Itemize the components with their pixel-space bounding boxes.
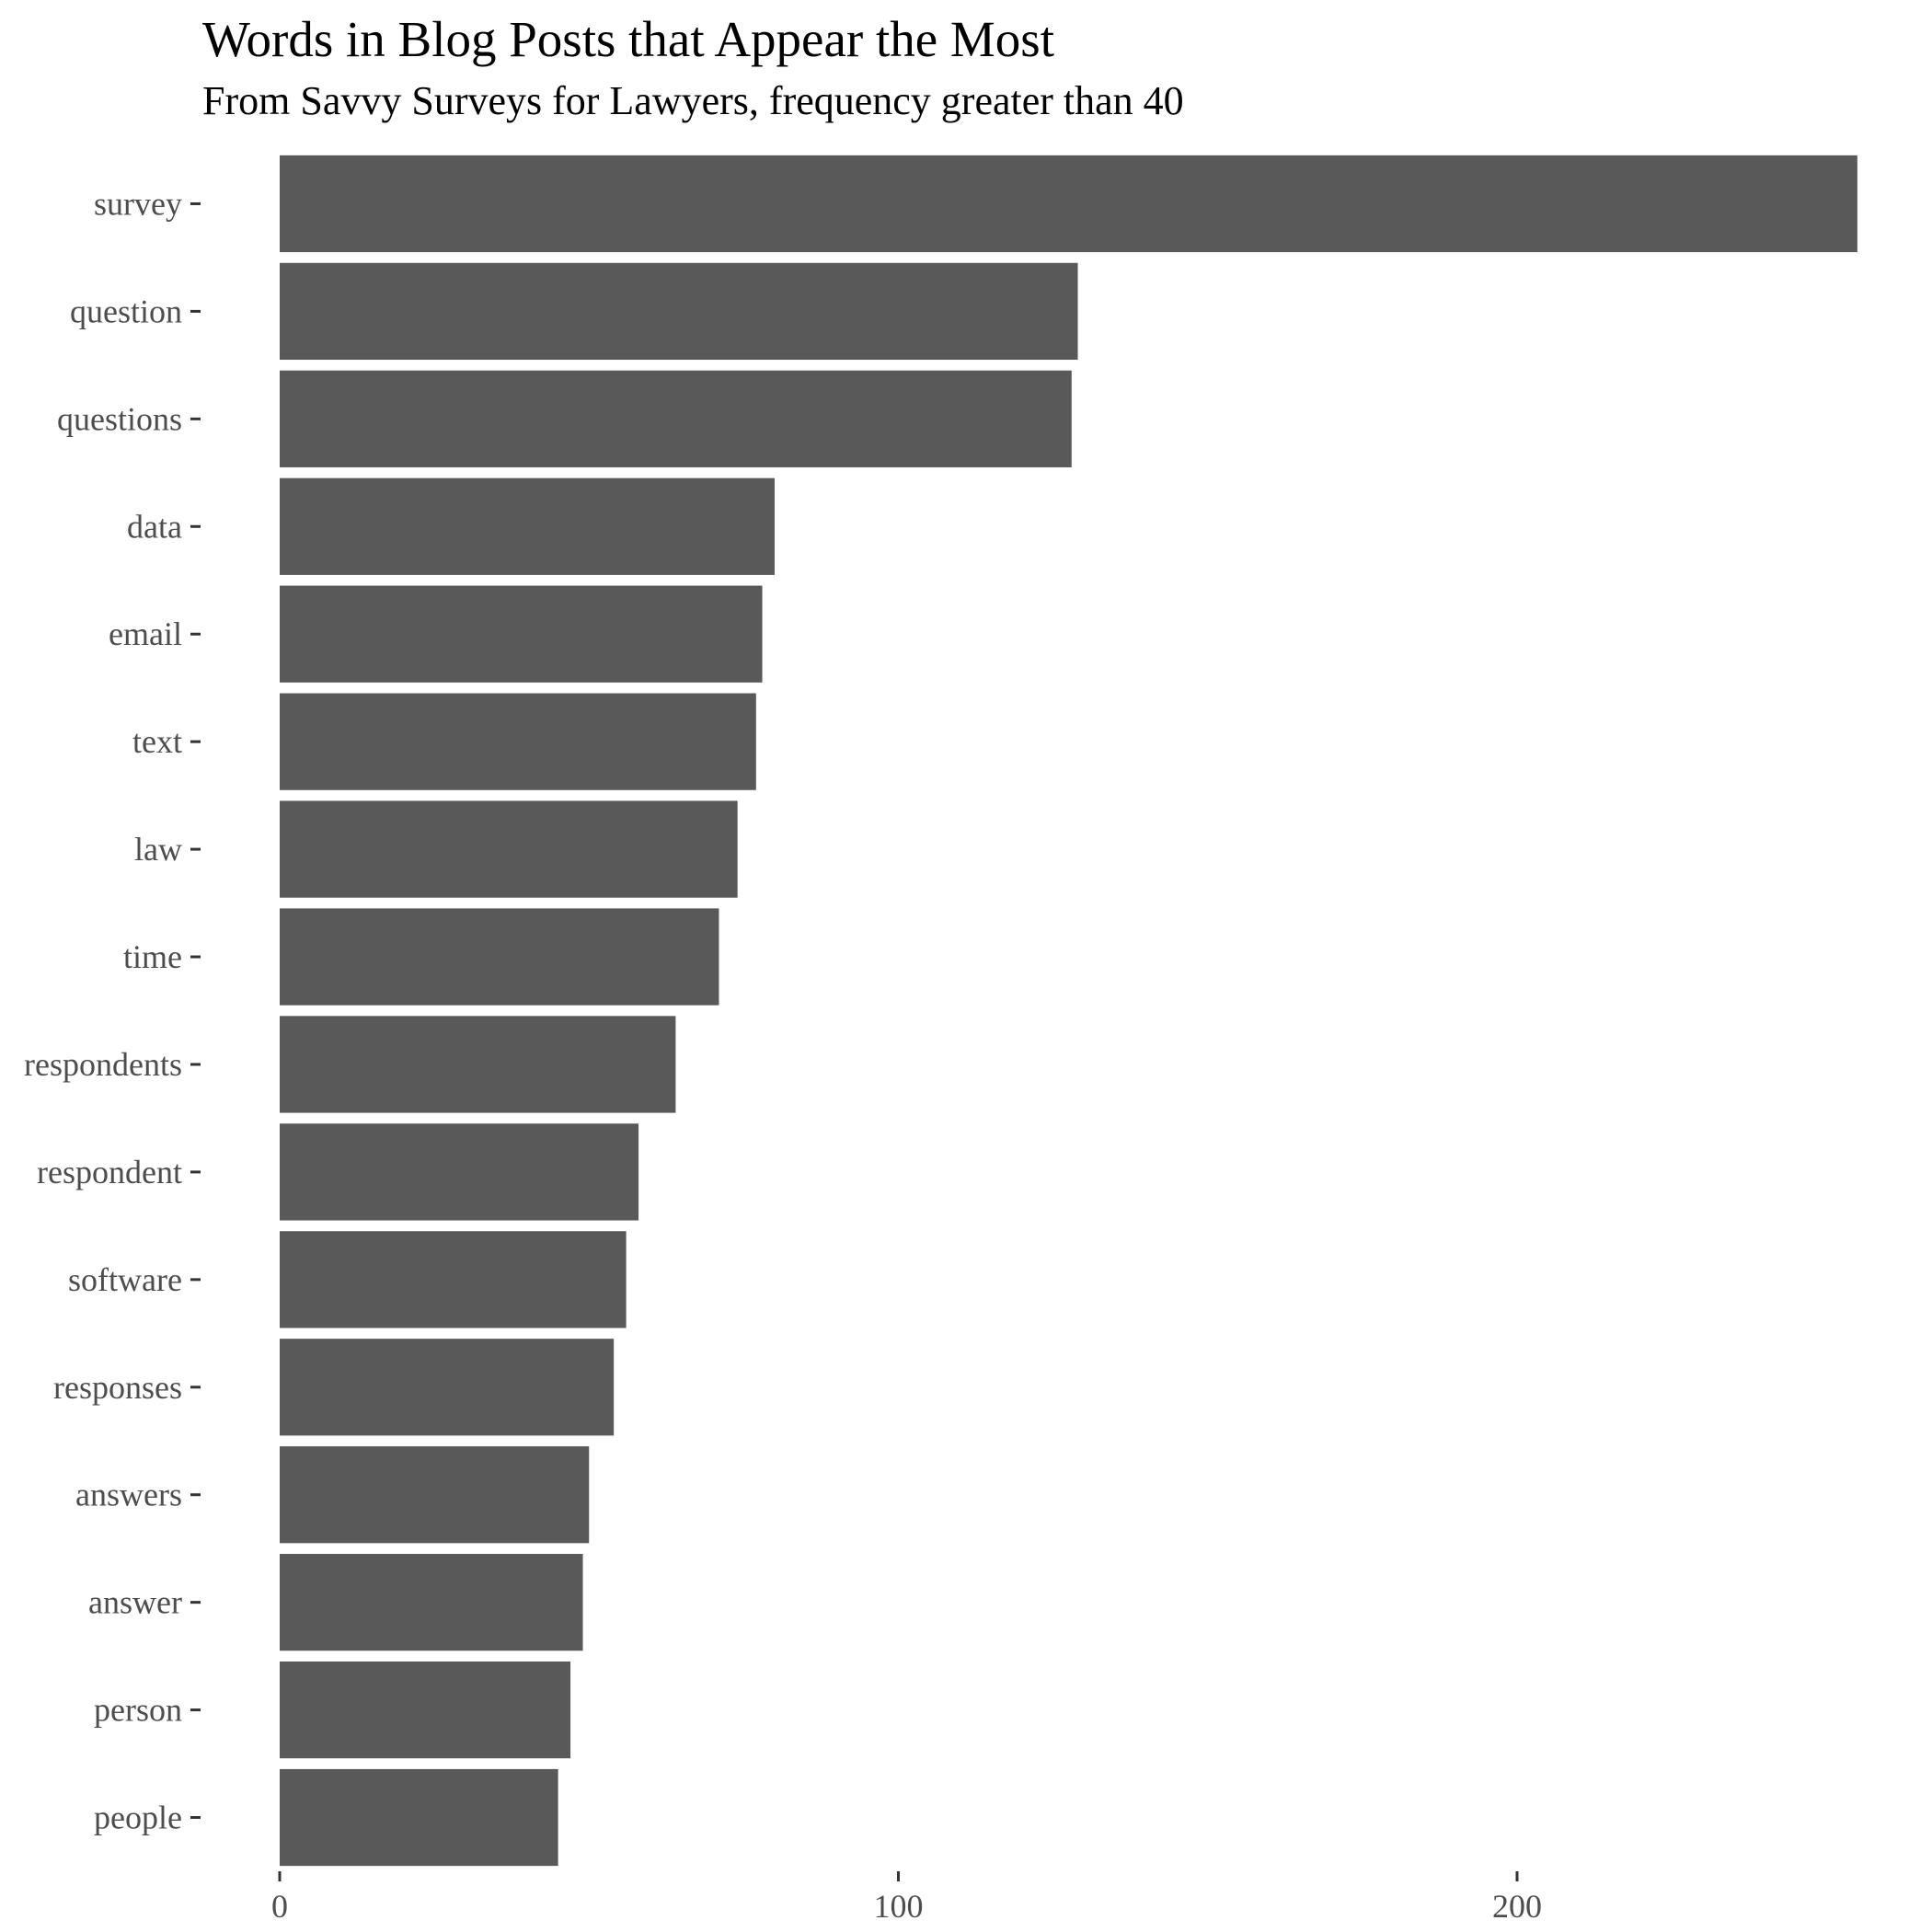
chart-subtitle: From Savvy Surveys for Lawyers, frequenc… — [202, 78, 1184, 123]
bar-email — [280, 585, 763, 683]
bar-data — [280, 477, 775, 575]
x-tick-label: 100 — [874, 1888, 924, 1925]
y-tick-label: respondent — [37, 1154, 182, 1190]
bar-respondent — [280, 1123, 639, 1221]
bar-survey — [280, 155, 1857, 253]
bar-answer — [280, 1554, 583, 1651]
bar-responses — [280, 1339, 615, 1436]
y-tick-label: software — [68, 1261, 182, 1298]
y-tick-label: question — [70, 293, 182, 329]
y-tick-label: time — [123, 938, 182, 975]
y-tick-label: law — [134, 831, 182, 868]
bar-text — [280, 693, 756, 790]
bar-law — [280, 800, 738, 898]
bar-respondents — [280, 1016, 676, 1113]
x-axis: 0 100 200 — [271, 1871, 1542, 1925]
y-tick-label: person — [94, 1692, 182, 1729]
bar-answers — [280, 1446, 590, 1544]
y-tick-label: people — [94, 1800, 182, 1836]
y-tick-label: questions — [57, 400, 182, 437]
chart-title: Words in Blog Posts that Appear the Most — [202, 11, 1054, 67]
bars-layer — [280, 155, 1857, 1867]
bar-people — [280, 1768, 558, 1867]
bar-time — [280, 908, 719, 1006]
y-tick-label: data — [127, 508, 182, 545]
bar-person — [280, 1661, 571, 1759]
y-tick-label: survey — [94, 185, 182, 222]
bar-question — [280, 262, 1078, 361]
y-tick-label: text — [132, 723, 182, 760]
x-tick-label: 0 — [271, 1888, 288, 1925]
y-tick-label: answers — [75, 1477, 182, 1513]
bar-questions — [280, 370, 1072, 467]
y-axis: survey question questions data email text law t… — [24, 185, 201, 1836]
y-tick-label: email — [109, 615, 182, 652]
y-tick-label: respondents — [24, 1046, 182, 1083]
bar-software — [280, 1231, 627, 1328]
y-tick-label: responses — [53, 1369, 182, 1406]
x-tick-label: 200 — [1492, 1888, 1542, 1925]
y-tick-label: answer — [88, 1584, 182, 1621]
